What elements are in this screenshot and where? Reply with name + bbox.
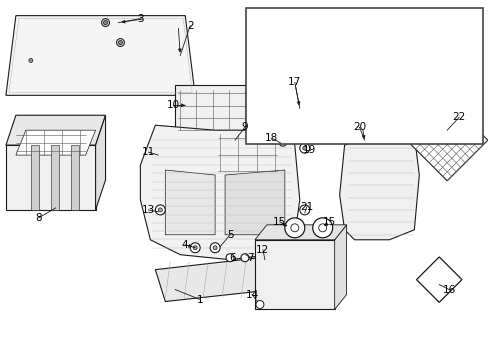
Polygon shape xyxy=(334,225,346,310)
Circle shape xyxy=(299,143,309,153)
Text: 22: 22 xyxy=(451,112,465,122)
Circle shape xyxy=(213,246,217,250)
Text: 10: 10 xyxy=(166,100,180,110)
Polygon shape xyxy=(279,118,289,175)
Polygon shape xyxy=(254,240,334,310)
Polygon shape xyxy=(71,145,79,210)
Text: 13: 13 xyxy=(142,205,155,215)
Polygon shape xyxy=(165,170,215,235)
Circle shape xyxy=(302,146,306,150)
Polygon shape xyxy=(175,85,249,135)
Text: 18: 18 xyxy=(264,133,278,143)
Text: 17: 17 xyxy=(287,77,301,87)
Polygon shape xyxy=(416,257,461,302)
Bar xyxy=(245,8,482,144)
Polygon shape xyxy=(406,99,487,181)
Text: 3: 3 xyxy=(137,14,143,24)
Polygon shape xyxy=(140,125,299,260)
Polygon shape xyxy=(6,115,105,145)
Text: 6: 6 xyxy=(229,253,236,263)
Polygon shape xyxy=(16,130,95,155)
Polygon shape xyxy=(6,15,195,95)
Circle shape xyxy=(299,205,309,215)
Polygon shape xyxy=(95,115,105,210)
Text: 19: 19 xyxy=(303,145,316,155)
Circle shape xyxy=(312,218,332,238)
Circle shape xyxy=(190,243,200,253)
Circle shape xyxy=(281,141,284,144)
Text: 21: 21 xyxy=(300,202,313,212)
Circle shape xyxy=(318,224,326,232)
Text: 20: 20 xyxy=(352,122,366,132)
Polygon shape xyxy=(339,130,419,240)
Circle shape xyxy=(193,246,197,250)
Circle shape xyxy=(158,208,162,212)
Circle shape xyxy=(155,205,165,215)
Text: 1: 1 xyxy=(197,294,203,305)
Polygon shape xyxy=(175,120,262,135)
Circle shape xyxy=(241,254,248,262)
Circle shape xyxy=(285,218,304,238)
Text: 8: 8 xyxy=(36,213,42,223)
Text: 12: 12 xyxy=(256,245,269,255)
Polygon shape xyxy=(215,163,289,175)
Circle shape xyxy=(29,58,33,62)
Polygon shape xyxy=(249,71,262,135)
Text: 14: 14 xyxy=(245,289,258,300)
Text: 9: 9 xyxy=(241,122,248,132)
Polygon shape xyxy=(215,130,279,175)
Text: 16: 16 xyxy=(442,284,455,294)
Text: 15: 15 xyxy=(273,217,286,227)
Text: 15: 15 xyxy=(323,217,336,227)
Circle shape xyxy=(103,21,107,24)
Text: 5: 5 xyxy=(226,230,233,240)
Polygon shape xyxy=(224,170,285,235)
Circle shape xyxy=(225,254,234,262)
Circle shape xyxy=(210,243,220,253)
Circle shape xyxy=(278,138,286,146)
Circle shape xyxy=(102,19,109,27)
Polygon shape xyxy=(155,258,274,302)
Text: 2: 2 xyxy=(186,21,193,31)
Polygon shape xyxy=(6,145,95,210)
Text: 7: 7 xyxy=(246,253,253,263)
Text: 11: 11 xyxy=(142,147,155,157)
Polygon shape xyxy=(31,145,39,210)
Circle shape xyxy=(118,41,122,45)
Circle shape xyxy=(290,224,298,232)
Text: 4: 4 xyxy=(182,240,188,250)
Polygon shape xyxy=(51,145,59,210)
Circle shape xyxy=(255,301,264,309)
Polygon shape xyxy=(254,225,346,240)
Circle shape xyxy=(116,39,124,46)
